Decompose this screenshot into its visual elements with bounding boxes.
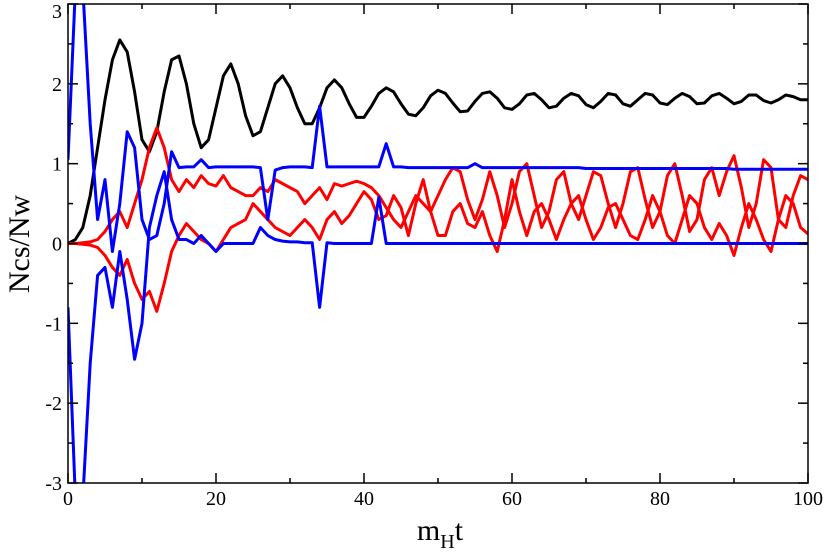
x-axis-label: mHt (417, 514, 464, 553)
y-tick-label: -3 (45, 473, 62, 495)
y-tick-label: -2 (45, 393, 62, 415)
series-line (68, 178, 808, 313)
x-tick-label: 60 (502, 488, 522, 510)
y-tick-label: 1 (52, 154, 62, 176)
x-tick-label: 100 (793, 488, 823, 510)
x-label-sub: H (440, 531, 454, 553)
y-tick-label: 0 (52, 234, 62, 256)
x-tick-label: 80 (650, 488, 670, 510)
series-line (68, 170, 808, 483)
x-label-tail: t (455, 514, 464, 547)
x-tick-label: 40 (354, 488, 374, 510)
y-tick-label: -1 (45, 313, 62, 335)
y-axis-label: Ncs/Nw (3, 195, 36, 294)
x-tick-label: 0 (63, 488, 73, 510)
x-label-main: m (417, 514, 440, 547)
y-tick-label: 2 (52, 74, 62, 96)
y-tick-label: 3 (52, 1, 62, 23)
x-tick-label: 20 (206, 488, 226, 510)
series-line (68, 4, 808, 253)
series-line (68, 38, 808, 245)
series-line (68, 126, 808, 245)
plot-lines (68, 4, 808, 483)
